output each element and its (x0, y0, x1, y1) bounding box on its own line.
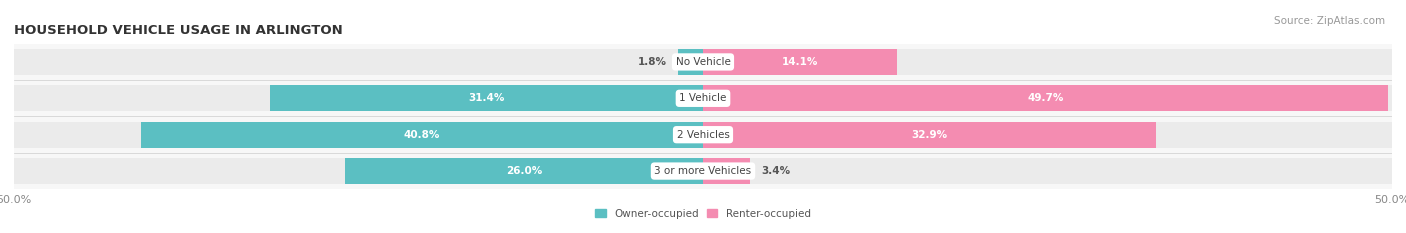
Text: Source: ZipAtlas.com: Source: ZipAtlas.com (1274, 16, 1385, 26)
Text: 49.7%: 49.7% (1028, 93, 1063, 103)
Text: 14.1%: 14.1% (782, 57, 818, 67)
Bar (14, 49, 1392, 75)
Text: 32.9%: 32.9% (911, 130, 948, 140)
Bar (14, 122, 1392, 148)
Bar (678, 49, 703, 75)
Bar (270, 85, 703, 111)
Bar (14, 85, 1392, 111)
Text: No Vehicle: No Vehicle (675, 57, 731, 67)
Bar (703, 85, 1388, 111)
Text: 1 Vehicle: 1 Vehicle (679, 93, 727, 103)
Text: 3 or more Vehicles: 3 or more Vehicles (654, 166, 752, 176)
Bar (344, 158, 703, 184)
Text: 2 Vehicles: 2 Vehicles (676, 130, 730, 140)
Text: 3.4%: 3.4% (761, 166, 790, 176)
Bar (703, 122, 1156, 148)
Legend: Owner-occupied, Renter-occupied: Owner-occupied, Renter-occupied (595, 209, 811, 219)
Bar (14, 116, 1392, 153)
Bar (14, 80, 1392, 116)
Bar (703, 158, 749, 184)
Bar (703, 49, 897, 75)
Text: 26.0%: 26.0% (506, 166, 541, 176)
Bar (141, 122, 703, 148)
Text: 40.8%: 40.8% (404, 130, 440, 140)
Text: HOUSEHOLD VEHICLE USAGE IN ARLINGTON: HOUSEHOLD VEHICLE USAGE IN ARLINGTON (14, 24, 343, 37)
Text: 31.4%: 31.4% (468, 93, 505, 103)
Bar (14, 44, 1392, 80)
Bar (14, 153, 1392, 189)
Text: 1.8%: 1.8% (638, 57, 668, 67)
Bar (14, 158, 1392, 184)
